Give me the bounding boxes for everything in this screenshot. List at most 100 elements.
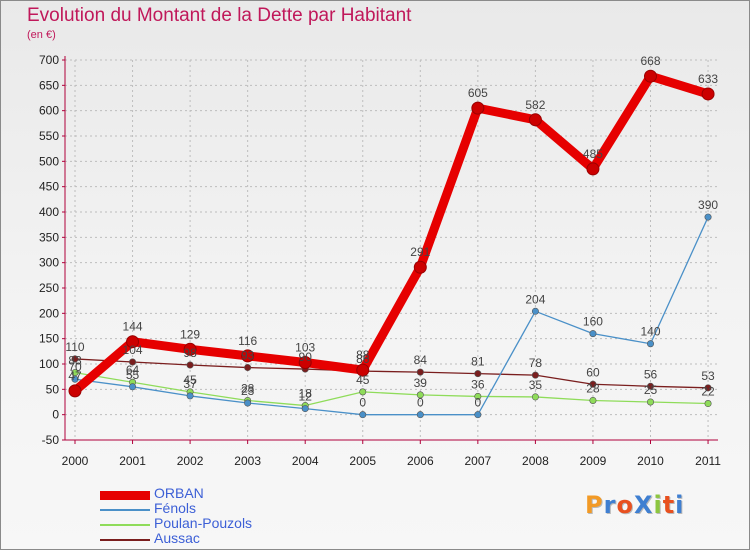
chart-subtitle: (en €) <box>27 29 56 41</box>
data-point <box>531 371 539 379</box>
y-tick-label: 400 <box>39 205 59 219</box>
data-label: 23 <box>241 384 255 398</box>
data-point <box>471 101 485 115</box>
data-label: 0 <box>359 396 366 410</box>
y-tick-label: 100 <box>39 357 59 371</box>
data-point <box>71 355 79 363</box>
data-label: 98 <box>183 346 197 360</box>
x-tick-label: 2007 <box>464 454 491 468</box>
series-line-orban <box>70 71 713 396</box>
data-point <box>704 213 712 221</box>
x-tick-label: 2001 <box>119 454 146 468</box>
x-tick-label: 2000 <box>62 454 89 468</box>
y-tick-label: 350 <box>39 230 59 244</box>
legend-label: Fénols <box>154 500 197 516</box>
data-point <box>531 307 539 315</box>
data-label: 144 <box>123 320 143 334</box>
data-point <box>646 340 654 348</box>
data-point <box>129 358 137 366</box>
y-tick-label: 700 <box>39 53 59 67</box>
data-point <box>474 392 482 400</box>
data-label: 110 <box>65 340 84 354</box>
data-point <box>704 400 712 408</box>
data-label: 47 <box>68 369 82 383</box>
data-label: 53 <box>701 369 715 383</box>
data-point <box>531 393 539 401</box>
x-tick-label: 2011 <box>695 454 721 468</box>
data-point <box>244 399 252 407</box>
data-labels: 47 144 129 116 103 88 291 605 582 485 668 633 70 55 37… <box>65 54 718 409</box>
data-label: 160 <box>583 315 603 329</box>
data-label: 129 <box>180 327 200 341</box>
legend-swatch <box>100 490 150 500</box>
data-label: 668 <box>640 54 660 68</box>
data-point <box>644 69 657 83</box>
data-label: 140 <box>640 325 660 339</box>
data-label: 56 <box>644 367 658 381</box>
data-label: 204 <box>525 292 545 306</box>
y-tick-label: 250 <box>39 281 59 295</box>
data-label: 36 <box>471 377 485 391</box>
data-point <box>474 370 482 378</box>
data-label: 485 <box>583 147 603 161</box>
legend-label: ORBAN <box>154 485 204 501</box>
data-point <box>416 368 424 376</box>
x-tick-label: 2008 <box>522 454 549 468</box>
data-point <box>356 363 370 377</box>
data-label: 90 <box>299 350 313 364</box>
y-tick-label: 550 <box>39 129 59 143</box>
data-label: 291 <box>410 245 430 259</box>
y-tick-label: 600 <box>39 104 59 118</box>
legend-swatch <box>100 539 150 541</box>
data-point <box>586 162 600 176</box>
data-point <box>68 384 82 398</box>
y-tick-label: 0 <box>52 408 59 422</box>
data-label: 88 <box>356 348 370 362</box>
data-label: 0 <box>475 396 482 410</box>
y-tick-label: 200 <box>39 306 59 320</box>
data-label: 633 <box>698 72 718 86</box>
data-point <box>126 335 140 349</box>
x-tick-label: 2006 <box>407 454 434 468</box>
data-label: 28 <box>586 381 600 395</box>
axes: -500501001502002503003504004505005506006… <box>39 53 721 468</box>
data-point <box>701 87 715 101</box>
y-tick-label: 650 <box>39 78 59 92</box>
series-line-aussac <box>74 358 709 389</box>
data-label: 70 <box>68 360 82 374</box>
y-tick-label: -50 <box>42 433 60 447</box>
data-point <box>416 391 424 399</box>
data-label: 116 <box>238 334 257 348</box>
data-point <box>589 396 597 404</box>
data-label: 18 <box>299 387 313 401</box>
data-label: 390 <box>698 198 718 212</box>
data-point <box>646 382 654 390</box>
x-tick-label: 2002 <box>177 454 204 468</box>
data-label: 84 <box>414 353 428 367</box>
legend-swatch <box>100 509 150 511</box>
x-tick-label: 2009 <box>580 454 607 468</box>
data-point <box>589 380 597 388</box>
y-tick-label: 450 <box>39 180 59 194</box>
series-lines <box>68 69 715 419</box>
data-point <box>244 364 252 372</box>
data-label: 78 <box>529 356 543 370</box>
data-label: 45 <box>183 373 197 387</box>
data-point <box>241 349 255 363</box>
data-label: 0 <box>417 396 424 410</box>
data-label: 93 <box>241 349 255 363</box>
data-point <box>183 342 197 356</box>
data-label: 83 <box>68 354 82 368</box>
data-label: 37 <box>183 377 197 391</box>
data-label: 39 <box>414 376 428 390</box>
data-point <box>186 392 194 400</box>
data-label: 605 <box>468 86 488 100</box>
data-point <box>646 398 654 406</box>
data-label: 81 <box>471 355 485 369</box>
legend-label: Poulan-Pouzols <box>154 515 253 531</box>
data-point <box>298 355 312 369</box>
data-point <box>416 411 424 419</box>
data-label: 12 <box>299 390 313 404</box>
data-label: 582 <box>525 98 545 112</box>
